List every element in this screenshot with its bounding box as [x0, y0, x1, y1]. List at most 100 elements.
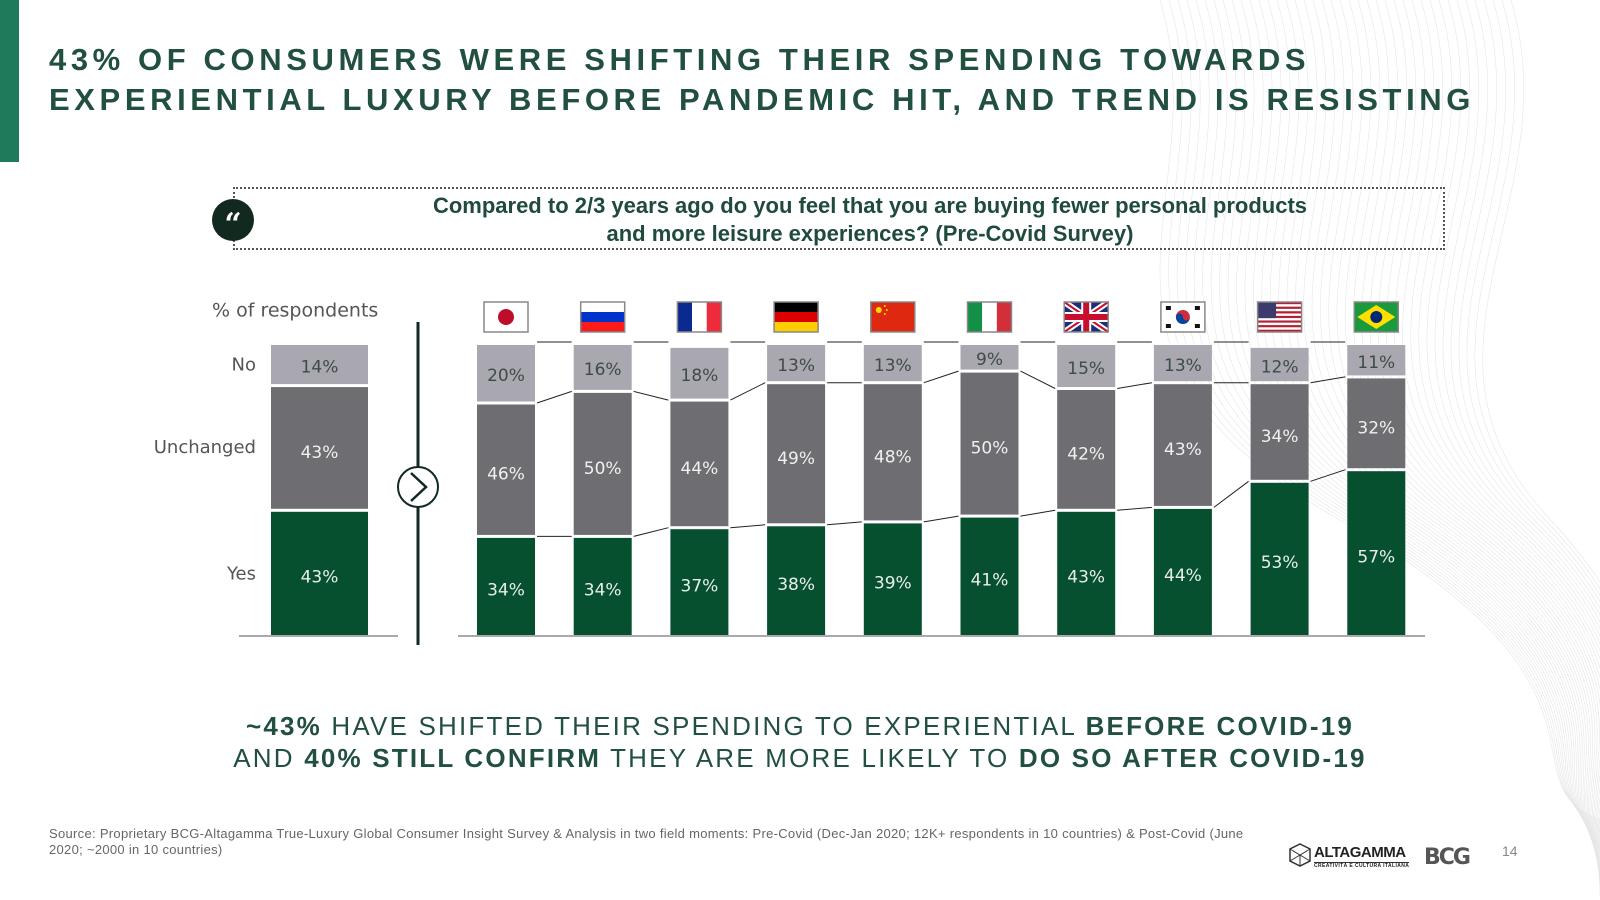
china-label-unchanged: 48%: [874, 447, 912, 467]
chevron-right-icon: [410, 472, 428, 502]
italy-bar-no: [960, 345, 1019, 370]
altagamma-logo-icon: [1289, 843, 1311, 867]
total-label-unchanged: 43%: [301, 443, 339, 463]
accent-bar: [0, 0, 19, 162]
conclusion-text: ~43% HAVE SHIFTED THEIR SPENDING TO EXPE…: [200, 710, 1400, 774]
united-kingdom-label-unchanged: 42%: [1067, 444, 1105, 464]
germany-bar-unchanged: [767, 384, 826, 524]
france-label-yes: 37%: [681, 576, 719, 596]
total-bar-yes: [271, 511, 368, 635]
connector-unchanged-yes: [1213, 480, 1249, 508]
china-label-yes: 39%: [874, 573, 912, 593]
japan-bar-unchanged: [477, 404, 535, 535]
france-label-unchanged: 44%: [681, 459, 719, 479]
italy-flag-icon: [966, 301, 1013, 333]
connector-unchanged-yes: [1020, 509, 1056, 517]
brazil-label-yes: 57%: [1357, 547, 1395, 567]
conclusion-segment: ~43%: [245, 711, 322, 741]
united-kingdom-bar-unchanged: [1057, 390, 1116, 509]
source-note: Source: Proprietary BCG-Altagamma True-L…: [49, 826, 1244, 857]
altagamma-logo-subtitle: CREATIVITÀ E CULTURA ITALIANA: [1314, 862, 1410, 869]
japan-flag-icon: [483, 301, 529, 333]
connector-no-unchanged: [923, 370, 959, 384]
total-bar-no: [271, 345, 368, 385]
series-label-no: No: [232, 354, 256, 375]
russia-label-no: 16%: [584, 360, 622, 380]
altagamma-logo-text: ALTAGAMMA: [1314, 844, 1406, 861]
united-kingdom-bar-no: [1057, 345, 1116, 387]
connector-unchanged-yes: [923, 515, 959, 523]
japan-label-yes: 34%: [487, 581, 525, 601]
united-kingdom-label-no: 15%: [1067, 359, 1105, 379]
connector-unchanged-yes: [827, 521, 862, 526]
france-label-no: 18%: [681, 366, 719, 386]
italy-label-unchanged: 50%: [971, 439, 1009, 459]
russia-bar-no: [573, 345, 632, 390]
united-states-label-unchanged: 34%: [1261, 427, 1299, 447]
united-states-bar-unchanged: [1250, 384, 1309, 480]
connector-unchanged-yes: [730, 524, 766, 529]
china-bar-yes: [863, 523, 922, 635]
russia-label-yes: 34%: [584, 581, 622, 601]
altagamma-logo: ALTAGAMMA CREATIVITÀ E CULTURA ITALIANA: [1314, 844, 1410, 869]
russia-bar-yes: [573, 537, 632, 635]
conclusion-segment: THEY ARE MORE LIKELY TO: [601, 743, 1019, 773]
arrow-circle-icon: [397, 466, 439, 508]
south-korea-bar-unchanged: [1153, 384, 1212, 506]
connector-unchanged-yes: [633, 527, 669, 537]
united-states-label-yes: 53%: [1261, 553, 1299, 573]
conclusion-segment: AND: [233, 743, 305, 773]
russia-label-unchanged: 50%: [584, 459, 622, 479]
germany-bar-yes: [767, 526, 826, 635]
connector-no-unchanged: [633, 390, 669, 401]
france-flag-icon: [676, 301, 723, 333]
brazil-flag-icon: [1353, 301, 1400, 333]
south-korea-label-yes: 44%: [1164, 566, 1202, 586]
italy-bar-unchanged: [960, 372, 1019, 515]
south-korea-bar-no: [1153, 345, 1212, 382]
south-korea-label-no: 13%: [1164, 356, 1202, 376]
brazil-label-no: 11%: [1357, 353, 1395, 373]
south-korea-label-unchanged: 43%: [1164, 440, 1202, 460]
brazil-bar-no: [1347, 345, 1406, 376]
japan-bar-yes: [477, 537, 535, 635]
united-kingdom-label-yes: 43%: [1067, 568, 1105, 588]
question-line-1: Compared to 2/3 years ago do you feel th…: [432, 193, 1308, 218]
bcg-logo: BCG: [1424, 845, 1471, 870]
connector-no-unchanged: [1020, 370, 1056, 389]
total-bar-unchanged: [271, 387, 368, 509]
brazil-bar-yes: [1347, 471, 1406, 635]
stacked-bar-chart: % of respondents 43% 43% 14% No Unchanged Yes 3…: [154, 300, 1425, 645]
usa-flag-icon: [1256, 301, 1303, 333]
china-flag-icon: [870, 301, 916, 333]
brazil-bar-unchanged: [1347, 378, 1406, 469]
germany-label-no: 13%: [777, 356, 815, 376]
conclusion-line-1: ~43% HAVE SHIFTED THEIR SPENDING TO EXPE…: [200, 710, 1400, 742]
united-kingdom-bar-yes: [1057, 511, 1116, 635]
russia-bar-unchanged: [573, 392, 632, 535]
japan-label-unchanged: 46%: [487, 465, 525, 485]
brazil-label-unchanged: 32%: [1357, 418, 1395, 438]
series-label-unchanged: Unchanged: [154, 437, 256, 458]
germany-label-unchanged: 49%: [777, 449, 815, 469]
united-states-bar-no: [1250, 347, 1309, 382]
connector-unchanged-yes: [1117, 506, 1152, 511]
united-states-label-no: 12%: [1261, 357, 1299, 377]
conclusion-line-2: AND 40% STILL CONFIRM THEY ARE MORE LIKE…: [200, 742, 1400, 774]
quote-mark-icon: “: [212, 199, 254, 242]
connector-no-unchanged: [536, 390, 572, 404]
russia-flag-icon: [579, 301, 626, 333]
total-label-no: 14%: [301, 357, 339, 377]
connector-no-unchanged: [1117, 382, 1152, 389]
total-label-yes: 43%: [301, 568, 339, 588]
italy-label-yes: 41%: [971, 571, 1009, 591]
conclusion-segment: HAVE SHIFTED THEIR SPENDING TO EXPERIENT…: [321, 711, 1086, 741]
conclusion-segment: DO SO AFTER COVID-19: [1018, 743, 1367, 773]
china-bar-no: [863, 345, 922, 382]
united-states-bar-yes: [1250, 482, 1309, 635]
france-bar-yes: [670, 529, 729, 635]
south-korea-bar-yes: [1153, 508, 1212, 635]
france-bar-unchanged: [670, 401, 729, 527]
page-number: 14: [1502, 843, 1518, 859]
china-label-no: 13%: [874, 356, 912, 376]
